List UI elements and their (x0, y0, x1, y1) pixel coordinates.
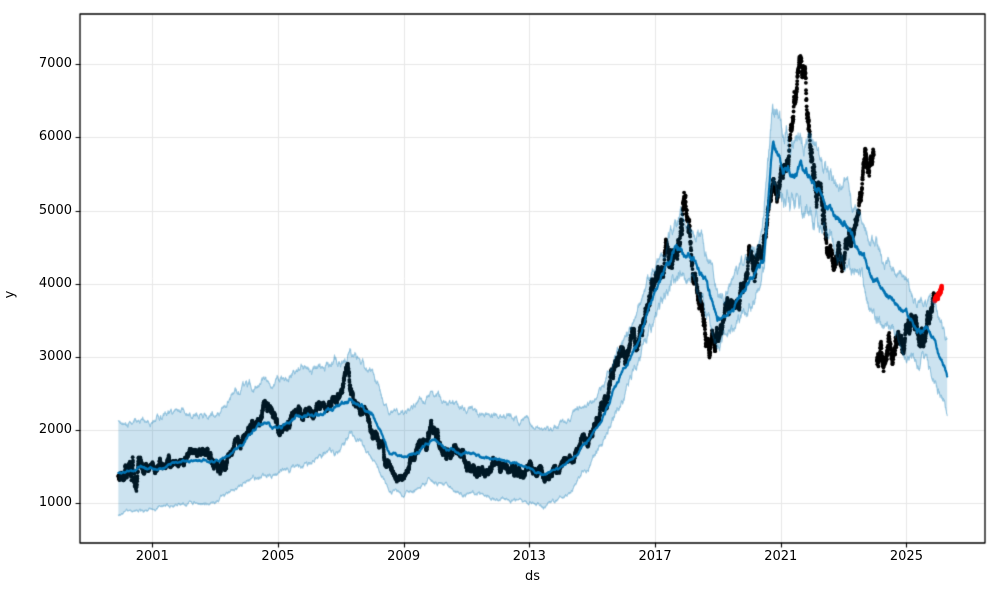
x-tick-label: 2021 (764, 549, 798, 564)
y-tick-label: 7000 (38, 56, 72, 72)
y-axis-label: y (2, 290, 18, 299)
y-tick-label: 4000 (38, 275, 72, 291)
x-tick-label: 2001 (135, 549, 169, 564)
x-tick-label: 2009 (387, 549, 421, 564)
x-tick-label: 2025 (889, 549, 923, 564)
x-tick-label: 2017 (638, 549, 672, 564)
y-tick-label: 3000 (38, 348, 72, 364)
x-tick-label: 2005 (261, 549, 295, 564)
y-tick-label: 2000 (38, 421, 72, 437)
y-tick-label: 5000 (38, 202, 72, 218)
y-tick-label: 6000 (38, 129, 72, 145)
y-tick-label: 1000 (38, 494, 72, 510)
x-tick-label: 2013 (512, 549, 546, 564)
x-axis-label: ds (524, 569, 541, 584)
